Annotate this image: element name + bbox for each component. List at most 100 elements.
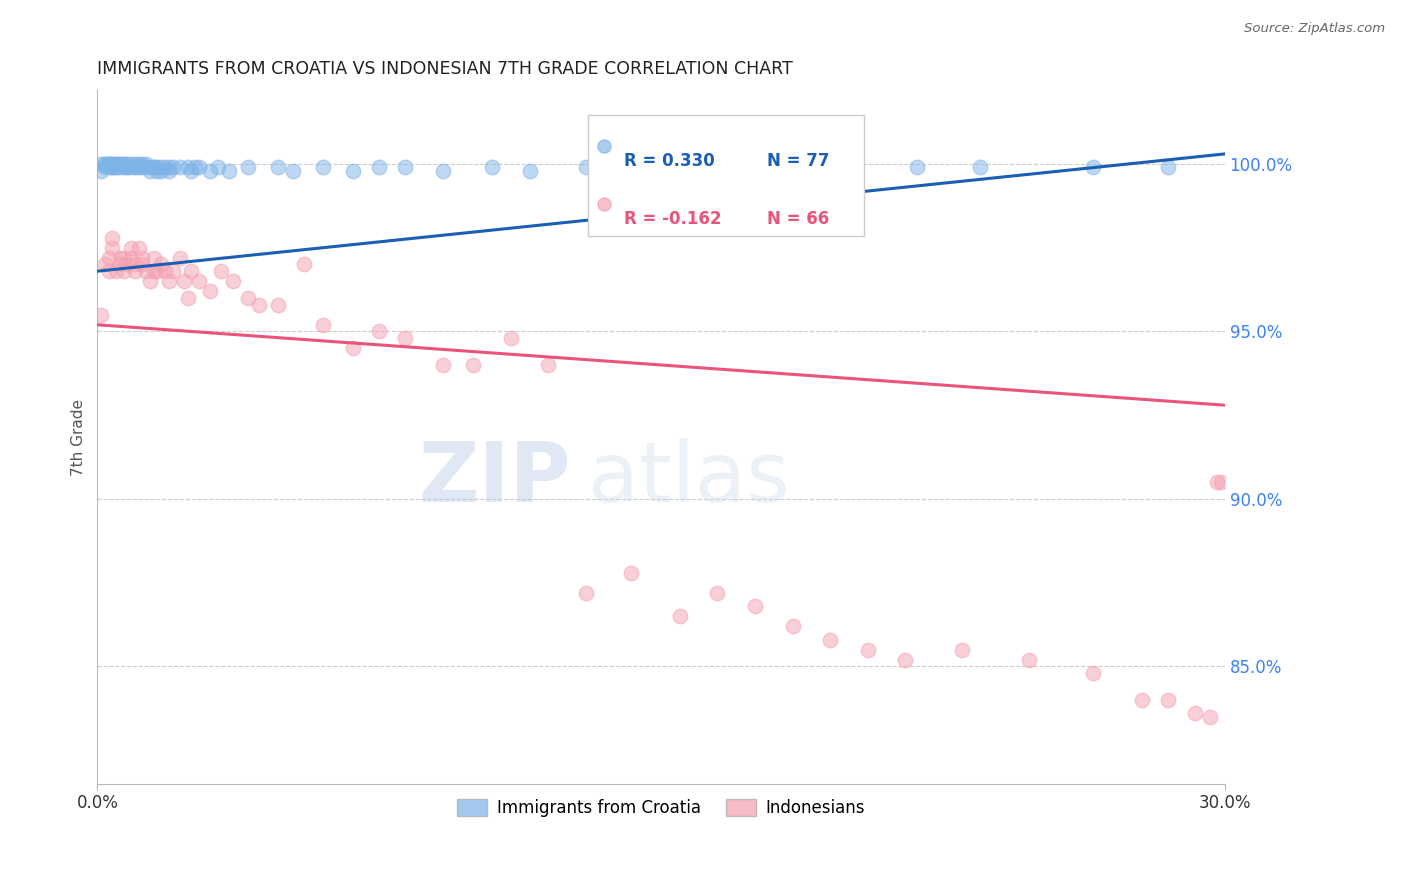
- Point: [128, 157, 150, 171]
- Text: IMMIGRANTS FROM CROATIA VS INDONESIAN 7TH GRADE CORRELATION CHART: IMMIGRANTS FROM CROATIA VS INDONESIAN 7T…: [97, 60, 793, 78]
- Point: [90, 163, 112, 178]
- Point: [142, 264, 165, 278]
- Point: [1198, 710, 1220, 724]
- Point: [105, 161, 128, 175]
- Point: [312, 318, 335, 332]
- Point: [162, 264, 184, 278]
- Point: [105, 157, 128, 171]
- Point: [744, 599, 766, 614]
- Point: [108, 161, 131, 175]
- Point: [342, 163, 364, 178]
- Point: [157, 163, 180, 178]
- Point: [108, 157, 131, 171]
- Point: [97, 161, 120, 175]
- Point: [198, 163, 221, 178]
- Point: [643, 163, 665, 178]
- Point: [150, 161, 173, 175]
- Point: [135, 264, 157, 278]
- Point: [97, 157, 120, 171]
- Point: [112, 157, 135, 171]
- Point: [905, 161, 928, 175]
- Point: [131, 161, 153, 175]
- Point: [856, 642, 879, 657]
- Point: [1018, 653, 1040, 667]
- Point: [575, 586, 598, 600]
- Legend: Immigrants from Croatia, Indonesians: Immigrants from Croatia, Indonesians: [450, 792, 872, 824]
- Point: [394, 331, 416, 345]
- Point: [94, 157, 117, 171]
- Point: [128, 241, 150, 255]
- Point: [236, 291, 259, 305]
- Point: [90, 308, 112, 322]
- Point: [112, 264, 135, 278]
- Point: [481, 161, 503, 175]
- Point: [180, 163, 202, 178]
- Point: [124, 161, 146, 175]
- Point: [120, 241, 142, 255]
- Point: [173, 274, 195, 288]
- Point: [744, 161, 766, 175]
- Point: [124, 264, 146, 278]
- Point: [139, 163, 162, 178]
- Point: [969, 161, 991, 175]
- Point: [207, 161, 229, 175]
- Text: ZIP: ZIP: [419, 438, 571, 519]
- Point: [94, 157, 117, 171]
- Point: [146, 163, 169, 178]
- Point: [394, 161, 416, 175]
- Point: [94, 161, 117, 175]
- Point: [90, 157, 112, 171]
- Point: [117, 157, 139, 171]
- Point: [131, 251, 153, 265]
- Point: [142, 161, 165, 175]
- Point: [1083, 161, 1105, 175]
- Point: [108, 251, 131, 265]
- Point: [108, 257, 131, 271]
- Point: [1209, 475, 1232, 490]
- Point: [575, 161, 598, 175]
- Point: [94, 257, 117, 271]
- Point: [131, 257, 153, 271]
- Point: [1184, 706, 1206, 721]
- Point: [101, 157, 124, 171]
- Point: [117, 161, 139, 175]
- Point: [135, 161, 157, 175]
- Point: [131, 157, 153, 171]
- Point: [236, 161, 259, 175]
- Point: [247, 298, 270, 312]
- Point: [209, 264, 232, 278]
- Point: [112, 251, 135, 265]
- Point: [187, 274, 209, 288]
- Point: [176, 161, 198, 175]
- Point: [499, 331, 522, 345]
- Point: [146, 161, 169, 175]
- Point: [97, 264, 120, 278]
- Point: [180, 264, 202, 278]
- Point: [162, 161, 184, 175]
- Point: [292, 257, 315, 271]
- Text: Source: ZipAtlas.com: Source: ZipAtlas.com: [1244, 22, 1385, 36]
- Point: [153, 264, 176, 278]
- Point: [1157, 161, 1180, 175]
- Point: [218, 163, 240, 178]
- Point: [669, 609, 692, 624]
- Point: [342, 341, 364, 355]
- Point: [135, 157, 157, 171]
- Point: [112, 157, 135, 171]
- Point: [894, 653, 917, 667]
- Point: [312, 161, 335, 175]
- Point: [818, 632, 841, 647]
- Point: [176, 291, 198, 305]
- Point: [120, 251, 142, 265]
- Point: [368, 161, 391, 175]
- Point: [120, 157, 142, 171]
- Point: [153, 161, 176, 175]
- Point: [1206, 475, 1229, 490]
- Point: [432, 163, 454, 178]
- Point: [101, 161, 124, 175]
- Point: [139, 161, 162, 175]
- Point: [169, 251, 191, 265]
- Point: [101, 161, 124, 175]
- Point: [124, 257, 146, 271]
- Point: [1157, 693, 1180, 707]
